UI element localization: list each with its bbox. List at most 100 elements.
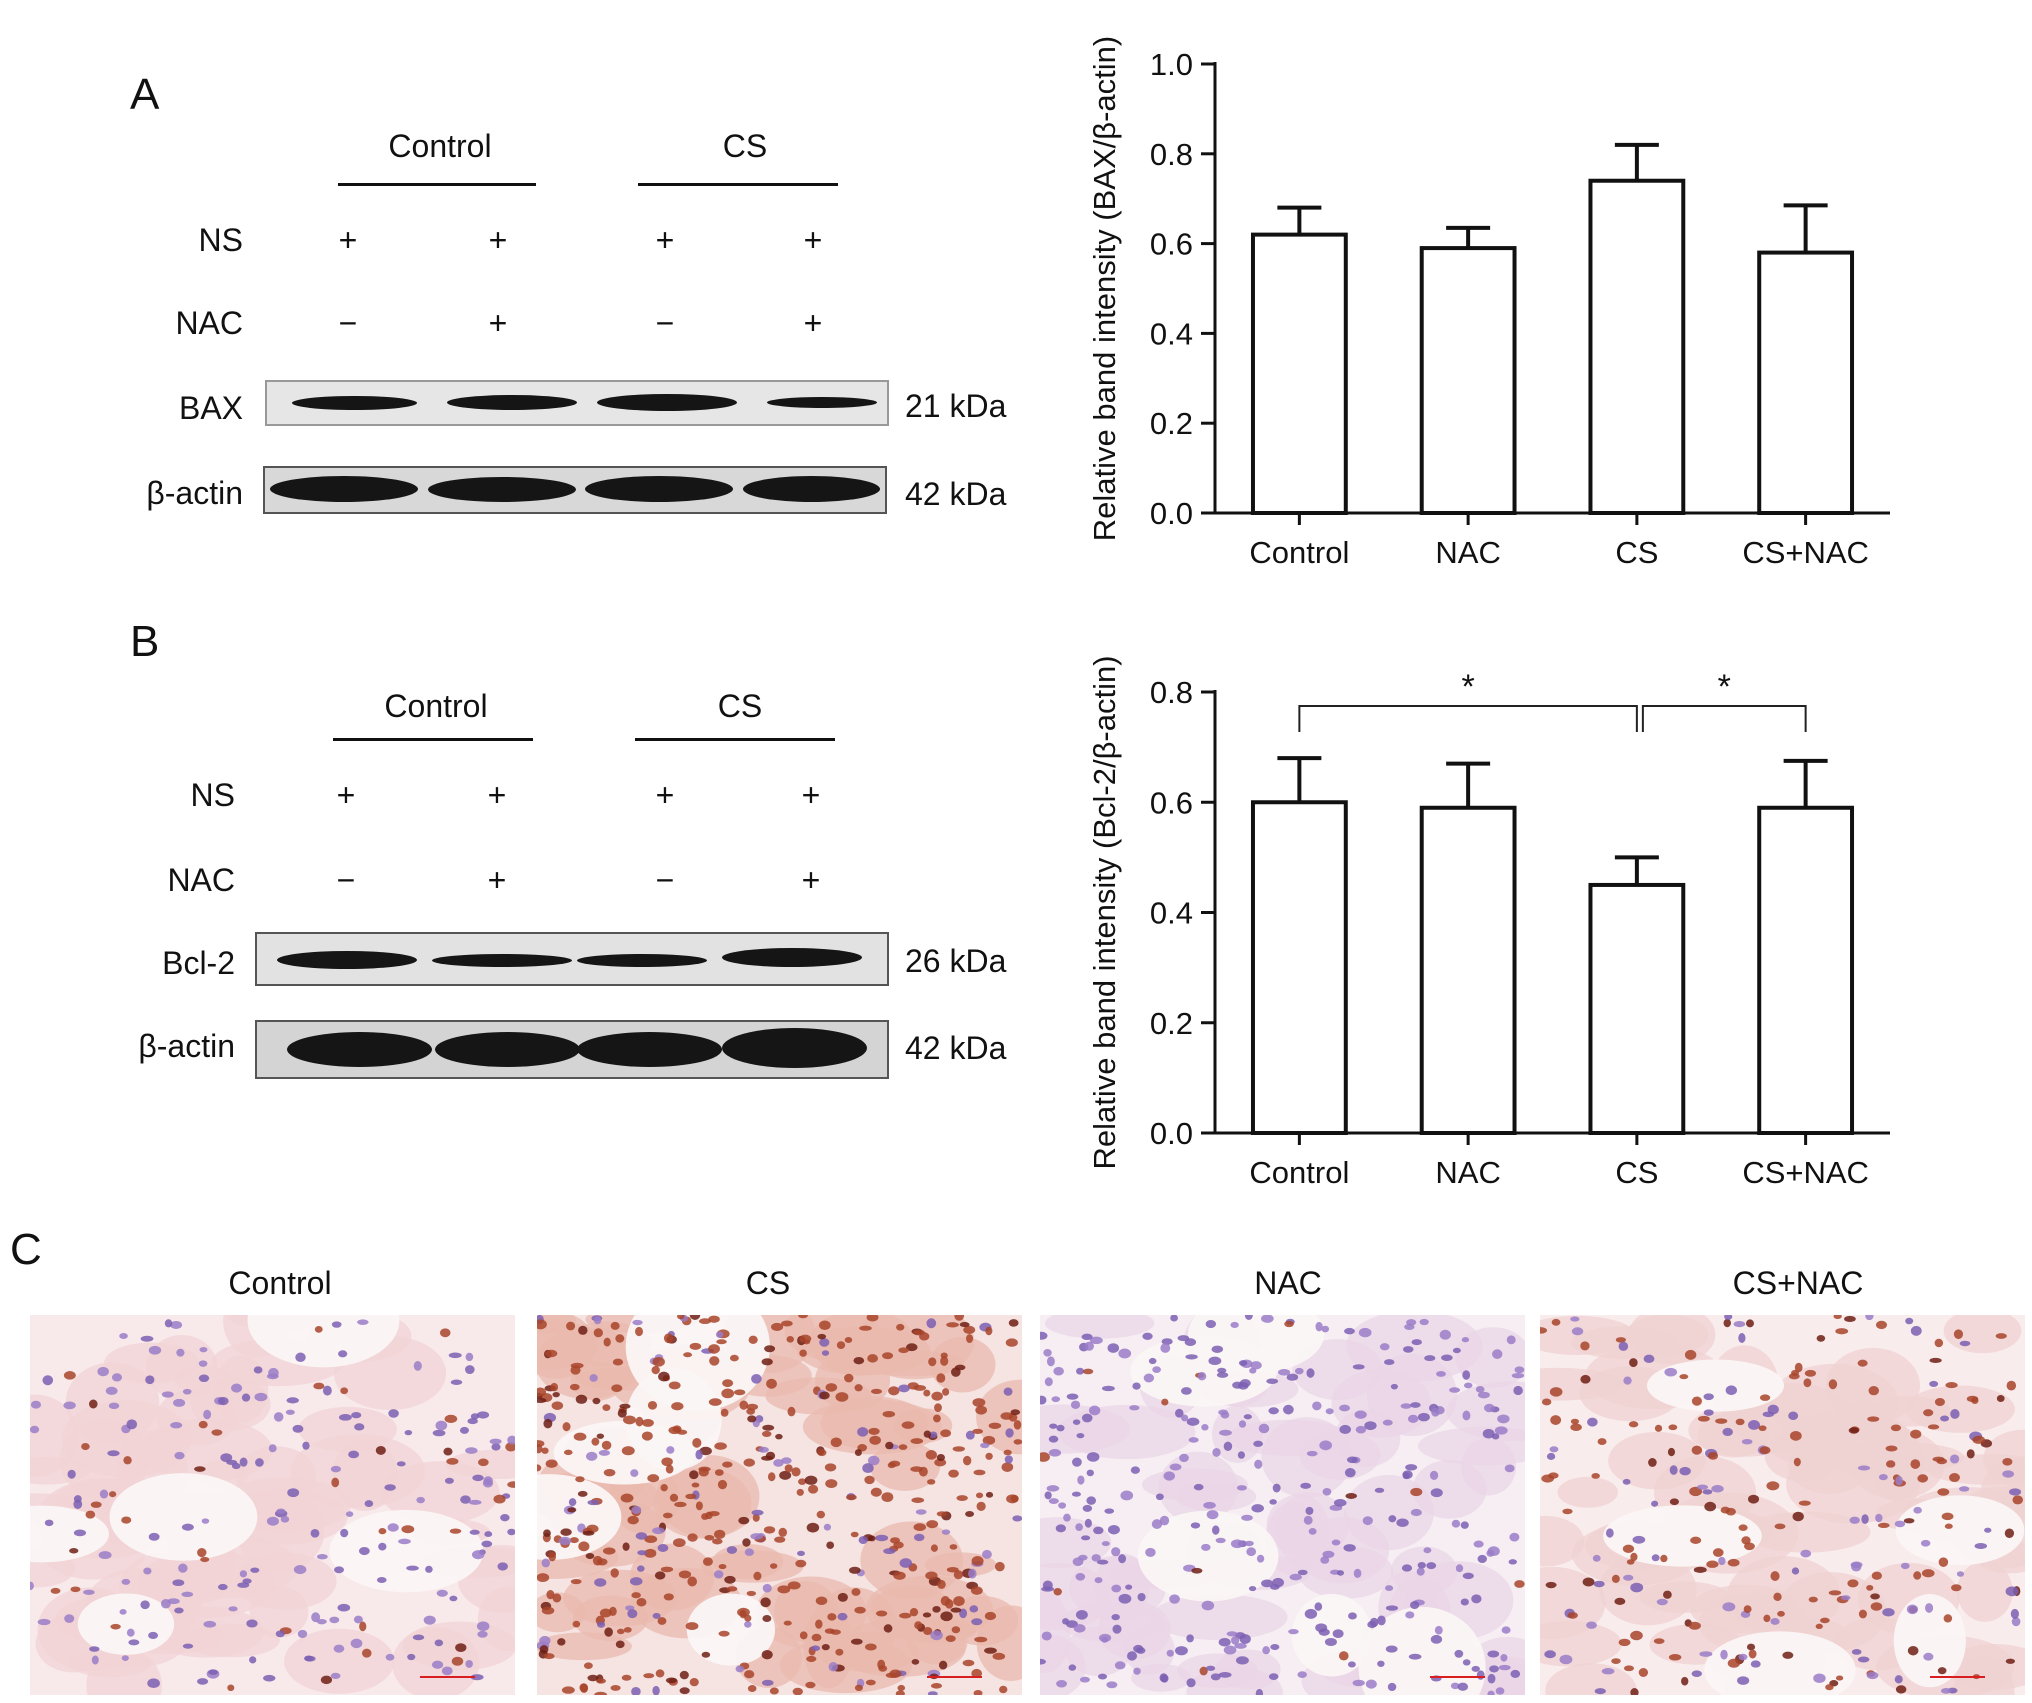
nucleus	[929, 1431, 938, 1439]
nucleus	[1211, 1345, 1224, 1353]
nucleus	[1201, 1424, 1209, 1431]
nucleus	[1439, 1329, 1451, 1340]
nucleus	[500, 1514, 510, 1522]
nucleus	[1417, 1412, 1430, 1422]
nucleus	[1223, 1645, 1237, 1655]
nucleus	[685, 1622, 699, 1631]
nucleus	[1347, 1661, 1356, 1668]
nucleus	[507, 1435, 515, 1445]
nucleus	[1630, 1630, 1643, 1641]
nucleus	[331, 1477, 340, 1488]
nucleus	[476, 1621, 490, 1632]
nucleus	[601, 1440, 612, 1450]
nucleus	[1075, 1609, 1088, 1620]
nucleus	[764, 1345, 776, 1353]
nucleus	[1104, 1508, 1115, 1514]
nucleus	[689, 1470, 699, 1480]
nucleus	[1133, 1667, 1141, 1675]
nucleus	[1223, 1441, 1233, 1452]
nucleus	[936, 1373, 946, 1383]
nucleus	[1142, 1332, 1153, 1340]
nucleus	[1143, 1373, 1155, 1383]
nucleus	[1727, 1658, 1741, 1668]
nucleus	[1091, 1554, 1101, 1562]
nucleus	[413, 1361, 422, 1371]
nucleus	[959, 1608, 968, 1619]
alveolar-space	[77, 1593, 175, 1655]
nucleus	[925, 1571, 938, 1580]
nucleus	[1136, 1647, 1146, 1654]
nucleus	[1601, 1667, 1615, 1675]
nucleus	[631, 1592, 641, 1599]
nucleus	[864, 1475, 875, 1485]
nucleus	[276, 1508, 286, 1514]
nucleus	[804, 1475, 818, 1485]
alveolar-space	[1646, 1359, 1785, 1412]
nucleus	[835, 1392, 849, 1402]
nucleus	[1277, 1369, 1291, 1376]
nucleus	[962, 1659, 975, 1667]
nucleus	[744, 1621, 752, 1628]
nucleus	[1949, 1454, 1960, 1464]
nucleus	[358, 1546, 370, 1556]
nucleus	[465, 1352, 474, 1362]
tissue-region	[1446, 1381, 1525, 1442]
nucleus	[1216, 1372, 1229, 1378]
nucleus	[615, 1334, 625, 1343]
nucleus	[1238, 1420, 1247, 1428]
nucleus	[1628, 1421, 1639, 1428]
nucleus	[545, 1349, 558, 1358]
nucleus	[311, 1612, 321, 1623]
nucleus	[1559, 1654, 1573, 1665]
nucleus	[713, 1570, 724, 1579]
nucleus	[1611, 1658, 1621, 1664]
nucleus	[627, 1515, 639, 1525]
nucleus	[868, 1427, 880, 1435]
nucleus	[714, 1529, 726, 1540]
nucleus	[1212, 1447, 1221, 1457]
nucleus	[806, 1655, 817, 1663]
nucleus	[1766, 1481, 1780, 1491]
nucleus	[1615, 1337, 1626, 1343]
nucleus	[1288, 1628, 1299, 1635]
nucleus	[1005, 1338, 1018, 1347]
nucleus	[1550, 1415, 1562, 1425]
nucleus	[1160, 1674, 1169, 1683]
nucleus	[396, 1461, 406, 1467]
nucleus	[940, 1596, 950, 1606]
nucleus	[164, 1319, 173, 1328]
nucleus	[663, 1593, 674, 1601]
nucleus	[1094, 1577, 1103, 1584]
nucleus	[934, 1458, 947, 1467]
nucleus	[1319, 1440, 1332, 1451]
nucleus	[1270, 1643, 1280, 1651]
nucleus	[1941, 1512, 1954, 1521]
nucleus	[851, 1638, 863, 1645]
nucleus	[1875, 1513, 1883, 1523]
nucleus	[1013, 1420, 1022, 1430]
nucleus	[295, 1352, 306, 1362]
nucleus	[869, 1435, 881, 1445]
nucleus	[1851, 1649, 1862, 1655]
nucleus	[228, 1606, 238, 1612]
nucleus	[824, 1463, 837, 1472]
nucleus	[1923, 1409, 1934, 1417]
tissue-region	[1825, 1347, 1920, 1424]
nucleus	[182, 1388, 192, 1395]
nucleus	[1816, 1335, 1826, 1342]
nucleus	[611, 1384, 623, 1392]
row-label-ns: NS	[190, 777, 235, 813]
nucleus	[1920, 1539, 1931, 1547]
group-label-cs: CS	[717, 688, 763, 724]
nucleus	[1651, 1554, 1660, 1562]
nucleus	[1540, 1327, 1548, 1334]
nucleus	[596, 1678, 606, 1684]
tissue-region	[1065, 1626, 1132, 1677]
nucleus	[1205, 1665, 1216, 1671]
nucleus	[1185, 1354, 1198, 1360]
nucleus	[878, 1665, 888, 1672]
nucleus	[1487, 1650, 1500, 1658]
nucleus	[666, 1446, 675, 1454]
nucleus	[1382, 1419, 1393, 1426]
nucleus	[1688, 1621, 1701, 1630]
